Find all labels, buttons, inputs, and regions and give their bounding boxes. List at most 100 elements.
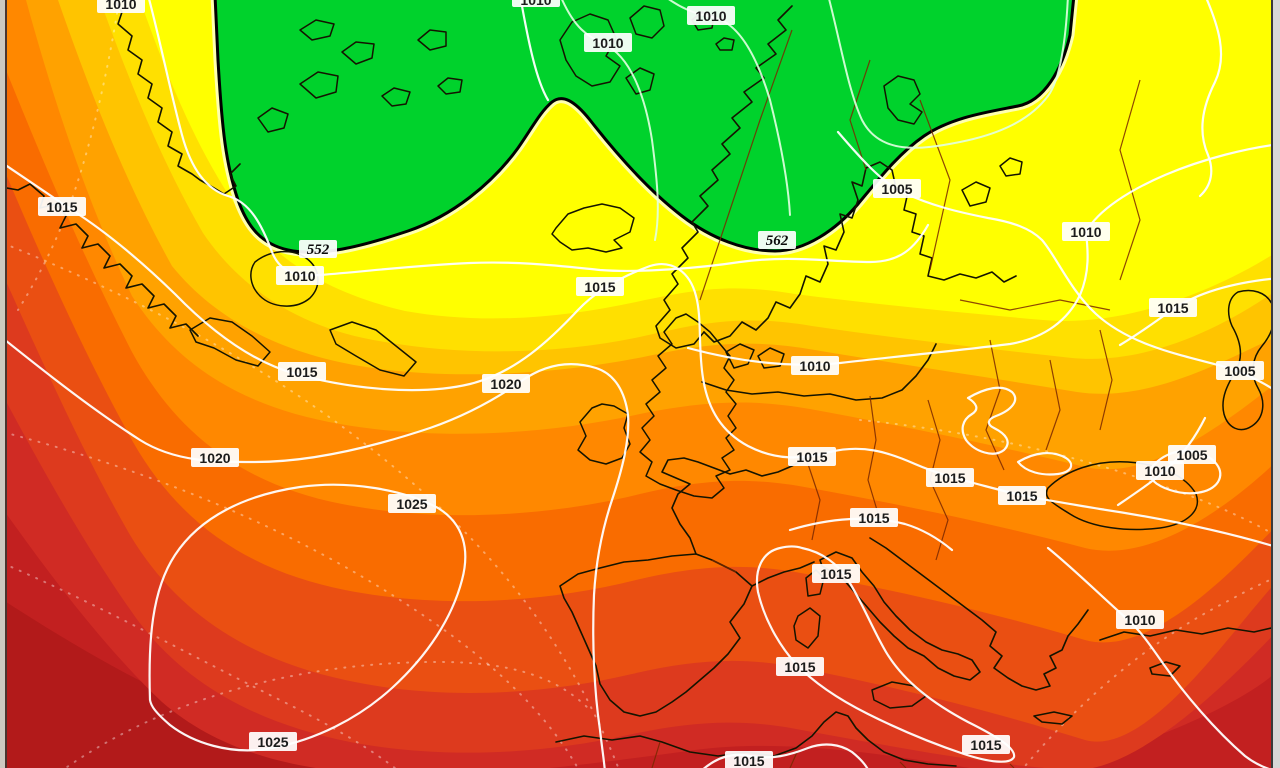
contour-label-box <box>788 447 836 466</box>
contour-label-box <box>584 33 632 52</box>
contour-label: 1010 <box>791 356 839 375</box>
thickness-label: 562 <box>758 231 796 249</box>
contour-label: 1010 <box>1136 461 1184 480</box>
contour-label: 1015 <box>38 197 86 216</box>
contour-label-box <box>758 231 796 249</box>
contour-label: 1015 <box>998 486 1046 505</box>
isobar-topright <box>1198 0 1223 198</box>
coast-sweden-baltic <box>703 161 1017 343</box>
contour-label-box <box>998 486 1046 505</box>
contour-label-box <box>791 356 839 375</box>
contour-label-text: 1015 <box>733 753 764 768</box>
contour-label-text: 1015 <box>970 737 1001 753</box>
contour-label: 1015 <box>812 564 860 583</box>
contour-label-text: 1015 <box>1157 300 1188 316</box>
isobar-1010-in-green-a <box>561 0 659 241</box>
contour-label-box <box>1168 445 1216 464</box>
contour-label: 1025 <box>249 732 297 751</box>
contour-label: 1010 <box>97 0 145 13</box>
coast-france <box>661 457 815 587</box>
contour-label-text: 1015 <box>46 199 77 215</box>
isobar-chevron-carpathians <box>961 386 1017 455</box>
coast-norway <box>655 5 793 349</box>
coast-white-sea <box>883 75 1023 207</box>
contour-label-text: 1010 <box>1124 612 1155 628</box>
contour-label: 1010 <box>584 33 632 52</box>
coast-black-sea <box>1045 461 1199 531</box>
contour-label: 1005 <box>1168 445 1216 464</box>
contour-label-text: 1010 <box>695 8 726 24</box>
contour-label: 1010 <box>276 266 324 285</box>
contour-label-box <box>873 179 921 198</box>
contour-label-box <box>97 0 145 13</box>
isobar-1025-loop <box>148 483 467 752</box>
contour-label-box <box>850 508 898 527</box>
contour-label-text: 1010 <box>284 268 315 284</box>
contour-label-box <box>38 197 86 216</box>
coast-baltic-south <box>701 343 937 401</box>
isobar-in-green-c <box>828 0 1069 149</box>
contour-label: 1020 <box>482 374 530 393</box>
contour-label-box <box>687 6 735 25</box>
contour-label-box <box>1136 461 1184 480</box>
contour-label: 1010 <box>1116 610 1164 629</box>
contour-label: 1020 <box>191 448 239 467</box>
contour-label-text: 1015 <box>784 659 815 675</box>
coast-newfoundland <box>189 250 417 377</box>
contour-label-box <box>388 494 436 513</box>
contour-label-box <box>776 657 824 676</box>
contour-label-box <box>926 468 974 487</box>
contour-label-text: 1015 <box>286 364 317 380</box>
coast-north-africa <box>555 711 957 767</box>
coast-balkans-greece <box>869 537 1089 725</box>
country-borders <box>651 29 1141 768</box>
thickness-label-text: 552 <box>307 242 330 258</box>
contour-label-text: 1015 <box>934 470 965 486</box>
contour-label-box <box>1116 610 1164 629</box>
contour-label: 1015 <box>926 468 974 487</box>
coast-arctic-islands <box>257 19 463 133</box>
contour-label: 1015 <box>278 362 326 381</box>
contour-label-box <box>725 751 773 768</box>
contour-label-box <box>249 732 297 751</box>
coast-greenland <box>113 0 241 195</box>
band-darkest-corner <box>0 598 385 768</box>
contour-label-text: 1005 <box>1176 447 1207 463</box>
contour-label-text: 1015 <box>820 566 851 582</box>
contour-label-box <box>299 240 337 258</box>
contour-label: 1015 <box>725 751 773 768</box>
contour-label: 1015 <box>788 447 836 466</box>
frame-right-strip <box>1273 0 1280 768</box>
contour-label-text: 1020 <box>490 376 521 392</box>
contour-label: 1010 <box>512 0 560 8</box>
coast-iceland <box>551 203 635 253</box>
contour-label-text: 1010 <box>1144 463 1175 479</box>
contour-label: 1015 <box>962 735 1010 754</box>
isobar-1010-west <box>148 0 930 277</box>
contour-label-text: 1010 <box>592 35 623 51</box>
contour-label-box <box>482 374 530 393</box>
contour-label: 1010 <box>687 6 735 25</box>
contour-label-box <box>1216 361 1264 380</box>
contour-label: 1005 <box>873 179 921 198</box>
contour-label-text: 1015 <box>858 510 889 526</box>
contour-label-box <box>812 564 860 583</box>
contour-label: 1015 <box>1149 298 1197 317</box>
contour-label: 1015 <box>576 277 624 296</box>
contour-label-text: 1010 <box>1070 224 1101 240</box>
isobar-1010-southeast <box>1046 546 1270 768</box>
contour-label-text: 1020 <box>199 450 230 466</box>
thickness-label: 552 <box>299 240 337 258</box>
contour-label-text: 1005 <box>881 181 912 197</box>
contour-label: 1010 <box>1062 222 1110 241</box>
contour-label-text: 1015 <box>1006 488 1037 504</box>
contour-label-text: 1010 <box>520 0 551 8</box>
contour-label-text: 1015 <box>796 449 827 465</box>
frame-right-line <box>1271 0 1273 768</box>
contour-label-text: 1025 <box>257 734 288 750</box>
contour-label-text: 1015 <box>584 279 615 295</box>
